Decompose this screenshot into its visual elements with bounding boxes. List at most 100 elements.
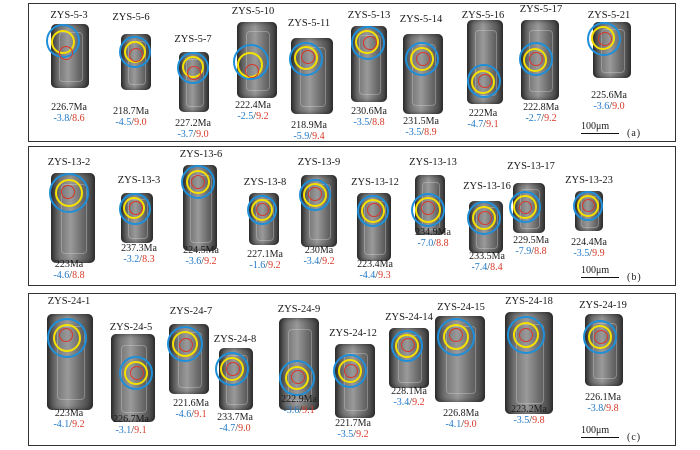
age-value: 227.2Ma (175, 118, 211, 129)
panel-b: ZYS-13-2 223Ma -4.6/8.8 ZYS-13-3 237.3Ma -3.2… (28, 146, 676, 286)
zircon-grain: ZYS-5-11 218.9Ma -5.9/9.4 (269, 4, 349, 143)
u-pb-spot-ring-icon (124, 41, 146, 63)
age-value: 226.1Ma (585, 392, 621, 403)
panel-label: (b) (627, 272, 642, 283)
epsilon-hf-value: -3.2 (123, 254, 140, 265)
separator: / (299, 405, 303, 416)
separator: / (609, 101, 613, 112)
o-spot-ring-icon (344, 364, 358, 378)
grain-label: ZYS-5-21 (587, 10, 631, 21)
separator: / (131, 425, 135, 436)
grain-label: ZYS-24-5 (109, 322, 153, 333)
hf-spot-ring-icon (279, 360, 315, 396)
zircon-grain: ZYS-24-14 228.1Ma -3.4/9.2 (369, 294, 449, 447)
zircon-grain: ZYS-5-14 231.5Ma -3.5/8.9 (381, 4, 461, 143)
separator: / (131, 117, 135, 128)
epsilon-hf-value: -3.4 (303, 256, 320, 267)
epsilon-hf-value: -4.6 (53, 270, 70, 281)
grain-label: ZYS-13-23 (565, 175, 613, 186)
grain-label: ZYS-5-16 (461, 10, 505, 21)
delta18o-value: 8.9 (424, 127, 437, 138)
age-value: 221.7Ma (335, 418, 371, 429)
hf-spot-ring-icon (583, 320, 617, 354)
scale-bar-label: 100μm (581, 265, 610, 276)
zircon-grain: ZYS-5-6 218.7Ma -4.5/9.0 (91, 4, 171, 143)
delta18o-value: 9.2 (204, 256, 217, 267)
delta18o-value: 9.2 (544, 113, 557, 124)
hf-spot-ring-icon (167, 326, 203, 362)
u-pb-spot-ring-icon (285, 366, 309, 390)
grain-label: ZYS-24-15 (437, 302, 485, 313)
hf-spot-ring-icon (437, 318, 475, 356)
epsilon-hf-value: -4.7 (467, 119, 484, 130)
isotope-values: -2.5/9.2 (213, 111, 293, 122)
isotope-values: -3.6/9.2 (161, 256, 241, 267)
delta18o-value: 9.2 (356, 429, 369, 440)
delta18o-value: 8.3 (142, 254, 155, 265)
isotope-values: -3.8/9.8 (563, 403, 643, 414)
age-value: 218.7Ma (113, 106, 149, 117)
age-value: 233.7Ma (217, 412, 253, 423)
u-pb-spot-ring-icon (471, 70, 495, 94)
isotope-values: -4.5/9.0 (91, 117, 171, 128)
zircon-grain: ZYS-13-13 234.9Ma -7.0/8.8 (393, 147, 473, 287)
age-value: 223Ma (54, 408, 84, 419)
isotope-values: -3.5/9.8 (489, 415, 569, 426)
epsilon-hf-value: -4.1 (445, 419, 462, 430)
zircon-grain: ZYS-13-2 223Ma -4.6/8.8 (29, 147, 109, 287)
u-pb-spot-ring-icon (591, 26, 615, 50)
separator: / (603, 403, 607, 414)
zircon-grain: ZYS-13-6 224.5Ma -3.6/9.2 (161, 147, 241, 287)
delta18o-value: 9.1 (134, 425, 147, 436)
age-value: 230Ma (304, 245, 334, 256)
separator: / (409, 397, 413, 408)
zircon-grain: ZYS-13-23 224.4Ma -3.5/9.9 (549, 147, 629, 287)
zircon-grain: ZYS-13-12 223.4Ma -4.4/9.3 (335, 147, 415, 287)
grain-label: ZYS-13-9 (297, 157, 341, 168)
o-spot-ring-icon (245, 64, 259, 78)
epsilon-hf-value: -3.5 (337, 429, 354, 440)
grain-label: ZYS-5-7 (174, 34, 212, 45)
zircon-grain: ZYS-5-10 222.4Ma -2.5/9.2 (213, 4, 293, 143)
delta18o-value: 8.8 (372, 117, 385, 128)
separator: / (319, 256, 323, 267)
epsilon-hf-value: -3.8 (53, 113, 70, 124)
zircon-grain: ZYS-5-3 226.7Ma -3.8/8.6 (29, 4, 109, 143)
o-spot-ring-icon (478, 211, 492, 225)
isotope-values: -4.7/9.0 (195, 423, 275, 434)
epsilon-hf-value: -3.7 (177, 129, 194, 140)
isotope-values: -4.1/9.0 (421, 419, 501, 430)
separator: / (235, 423, 239, 434)
hf-spot-ring-icon (587, 22, 621, 56)
hf-spot-ring-icon (391, 330, 423, 362)
epsilon-hf-value: -4.5 (115, 117, 132, 128)
u-pb-spot-ring-icon (55, 179, 83, 207)
grain-label: ZYS-5-13 (347, 10, 391, 21)
hf-spot-ring-icon (405, 42, 439, 76)
u-pb-spot-ring-icon (251, 199, 273, 221)
zircon-grain: ZYS-5-17 222.8Ma -2.7/9.2 (501, 4, 581, 143)
separator: / (461, 419, 465, 430)
delta18o-value: 8.4 (490, 262, 503, 273)
u-pb-spot-ring-icon (577, 195, 599, 217)
hf-spot-ring-icon (119, 193, 151, 225)
zircon-grain: ZYS-24-15 226.8Ma -4.1/9.0 (421, 294, 501, 447)
zircon-grain: ZYS-24-8 233.7Ma -4.7/9.0 (195, 294, 275, 447)
delta18o-value: 9.0 (238, 423, 251, 434)
age-value: 223Ma (54, 259, 84, 270)
isotope-values: -3.6/9.1 (259, 405, 339, 416)
o-spot-ring-icon (598, 32, 612, 46)
hf-spot-ring-icon (509, 191, 541, 223)
delta18o-value: 9.0 (196, 129, 209, 140)
separator: / (253, 111, 257, 122)
hf-spot-ring-icon (49, 173, 89, 213)
age-value: 222.9Ma (281, 394, 317, 405)
separator: / (201, 256, 205, 267)
isotope-values: -4.4/9.3 (335, 270, 415, 281)
hf-spot-ring-icon (573, 191, 603, 221)
delta18o-value: 9.3 (378, 270, 391, 281)
o-spot-ring-icon (191, 175, 205, 189)
separator: / (433, 238, 437, 249)
o-spot-ring-icon (291, 370, 305, 384)
hf-spot-ring-icon (351, 26, 385, 60)
